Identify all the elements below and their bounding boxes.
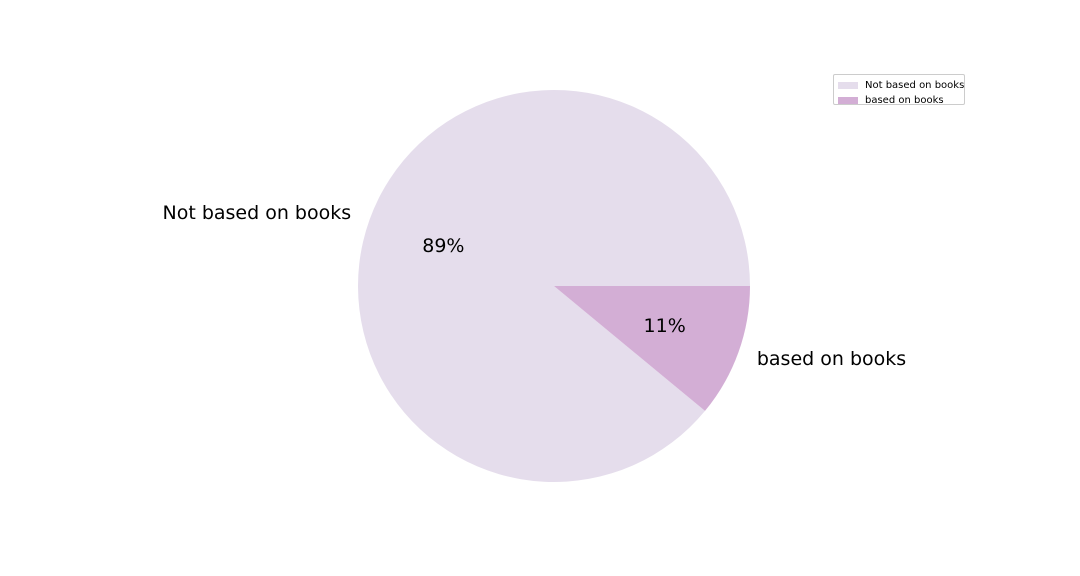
legend-label-not-based-on-books: Not based on books bbox=[865, 80, 965, 91]
legend-item-not-based-on-books: Not based on books bbox=[838, 78, 964, 93]
legend-swatch-not-based-on-books bbox=[838, 82, 858, 89]
pie-percent-label-not-based-on-books: 89% bbox=[422, 235, 464, 257]
legend-item-based-on-books: based on books bbox=[838, 93, 960, 108]
legend-swatch-based-on-books bbox=[838, 97, 858, 104]
pie-category-label-not-based-on-books: Not based on books bbox=[163, 202, 352, 224]
legend: Not based on books based on books bbox=[833, 74, 965, 108]
pie-category-label-based-on-books: based on books bbox=[757, 348, 906, 370]
pie-slice-based-on-books bbox=[554, 286, 750, 411]
legend-label-based-on-books: based on books bbox=[865, 95, 944, 106]
pie-percent-label-based-on-books: 11% bbox=[644, 315, 686, 337]
